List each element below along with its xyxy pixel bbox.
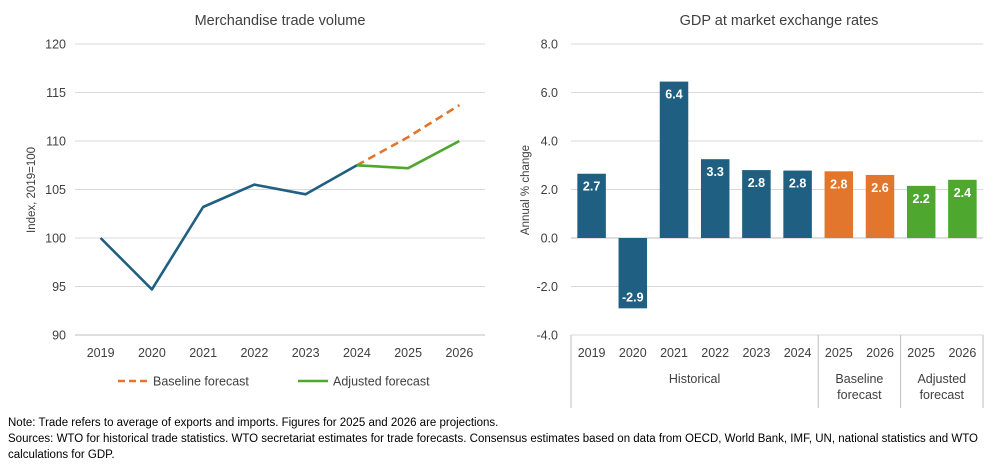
bar-chart-x-tick-label: 2020	[619, 346, 647, 360]
line-chart-x-tick-label: 2020	[138, 346, 166, 360]
bar-chart-y-tick-label: -4.0	[536, 329, 558, 343]
bar-chart-group-label: Historical	[669, 372, 720, 386]
line-chart-x-tick-label: 2025	[394, 346, 422, 360]
bar-chart-group-label: Adjusted	[917, 372, 966, 386]
bar-2021	[659, 81, 689, 239]
bar-chart-y-tick-label: 8.0	[541, 38, 558, 52]
bar-chart-y-tick-label: 2.0	[541, 183, 558, 197]
line-chart-x-tick-label: 2024	[343, 346, 371, 360]
bar-chart-group-label: forecast	[837, 388, 882, 402]
bar-chart-x-tick-label: 2025	[825, 346, 853, 360]
bar-chart-y-tick-label: -2.0	[536, 280, 558, 294]
bar-chart-y-tick-label: 0.0	[541, 232, 558, 246]
line-chart-x-tick-label: 2019	[87, 346, 115, 360]
bar-chart-x-tick-label: 2026	[948, 346, 976, 360]
bar-data-label: 6.4	[665, 88, 682, 102]
note-text: Note: Trade refers to average of exports…	[8, 417, 499, 429]
line-series-adjusted-forecast	[356, 139, 461, 170]
line-chart-y-tick-label: 120	[45, 38, 66, 52]
line-chart-y-tick-label: 100	[45, 232, 66, 246]
footnotes: Note: Trade refers to average of exports…	[8, 415, 993, 463]
line-chart-title: Merchandise trade volume	[195, 13, 366, 29]
bar-data-label: 2.2	[913, 192, 930, 206]
bar-chart-y-tick-label: 6.0	[541, 86, 558, 100]
bar-chart-x-tick-label: 2022	[701, 346, 729, 360]
bar-data-label: 2.8	[748, 176, 765, 190]
bar-2023	[742, 170, 771, 238]
bar-chart-x-tick-label: 2019	[578, 346, 606, 360]
line-chart-x-tick-label: 2023	[292, 346, 320, 360]
line-chart-y-tick-label: 95	[52, 280, 66, 294]
bar-chart-group-label: forecast	[920, 388, 965, 402]
bar-2026	[865, 174, 895, 238]
bar-data-label: -2.9	[622, 290, 644, 304]
bar-data-label: 2.6	[871, 181, 888, 195]
bar-chart-y-axis-label: Annual % change	[520, 145, 532, 235]
bar-2025	[906, 185, 936, 238]
line-series-baseline-forecast	[356, 103, 461, 167]
bar-chart-x-tick-label: 2024	[784, 346, 812, 360]
legend-label: Baseline forecast	[153, 375, 249, 389]
line-series-historical	[99, 164, 358, 291]
bar-data-label: 3.3	[707, 165, 724, 179]
bar-chart-x-tick-label: 2026	[866, 346, 894, 360]
line-chart-x-tick-label: 2026	[445, 346, 473, 360]
line-chart-x-tick-label: 2022	[240, 346, 268, 360]
bar-data-label: 2.8	[789, 177, 806, 191]
bar-2026	[948, 179, 977, 238]
charts-canvas: Merchandise trade volume 90 95 100 105 110 115…	[26, 13, 984, 408]
bar-data-label: 2.8	[830, 177, 847, 191]
line-chart-y-tick-label: 115	[46, 86, 66, 100]
line-chart-y-tick-label: 90	[52, 329, 66, 343]
bar-chart-title: GDP at market exchange rates	[680, 13, 879, 29]
line-chart-x-tick-label: 2021	[189, 346, 217, 360]
bar-chart-y-tick-label: 4.0	[541, 135, 558, 149]
bar-chart-x-tick-label: 2021	[660, 346, 688, 360]
bar-2024	[783, 170, 812, 238]
bar-chart-x-tick-label: 2025	[907, 346, 935, 360]
bar-data-label: 2.4	[954, 186, 971, 200]
line-chart-y-axis-label: Index, 2019=100	[26, 147, 38, 233]
bar-data-label: 2.7	[583, 180, 600, 194]
bar-chart-group-label: Baseline	[835, 372, 883, 386]
bar-2025	[824, 171, 854, 238]
line-chart-y-tick-label: 105	[45, 183, 66, 197]
line-chart-y-tick-label: 110	[46, 135, 66, 149]
legend-label: Adjusted forecast	[333, 375, 430, 389]
bar-2022	[700, 159, 730, 238]
sources-text: Sources: WTO for historical trade statis…	[8, 433, 978, 461]
bar-2020	[618, 238, 648, 309]
bar-chart-x-tick-label: 2023	[742, 346, 770, 360]
bar-2019	[577, 173, 606, 238]
